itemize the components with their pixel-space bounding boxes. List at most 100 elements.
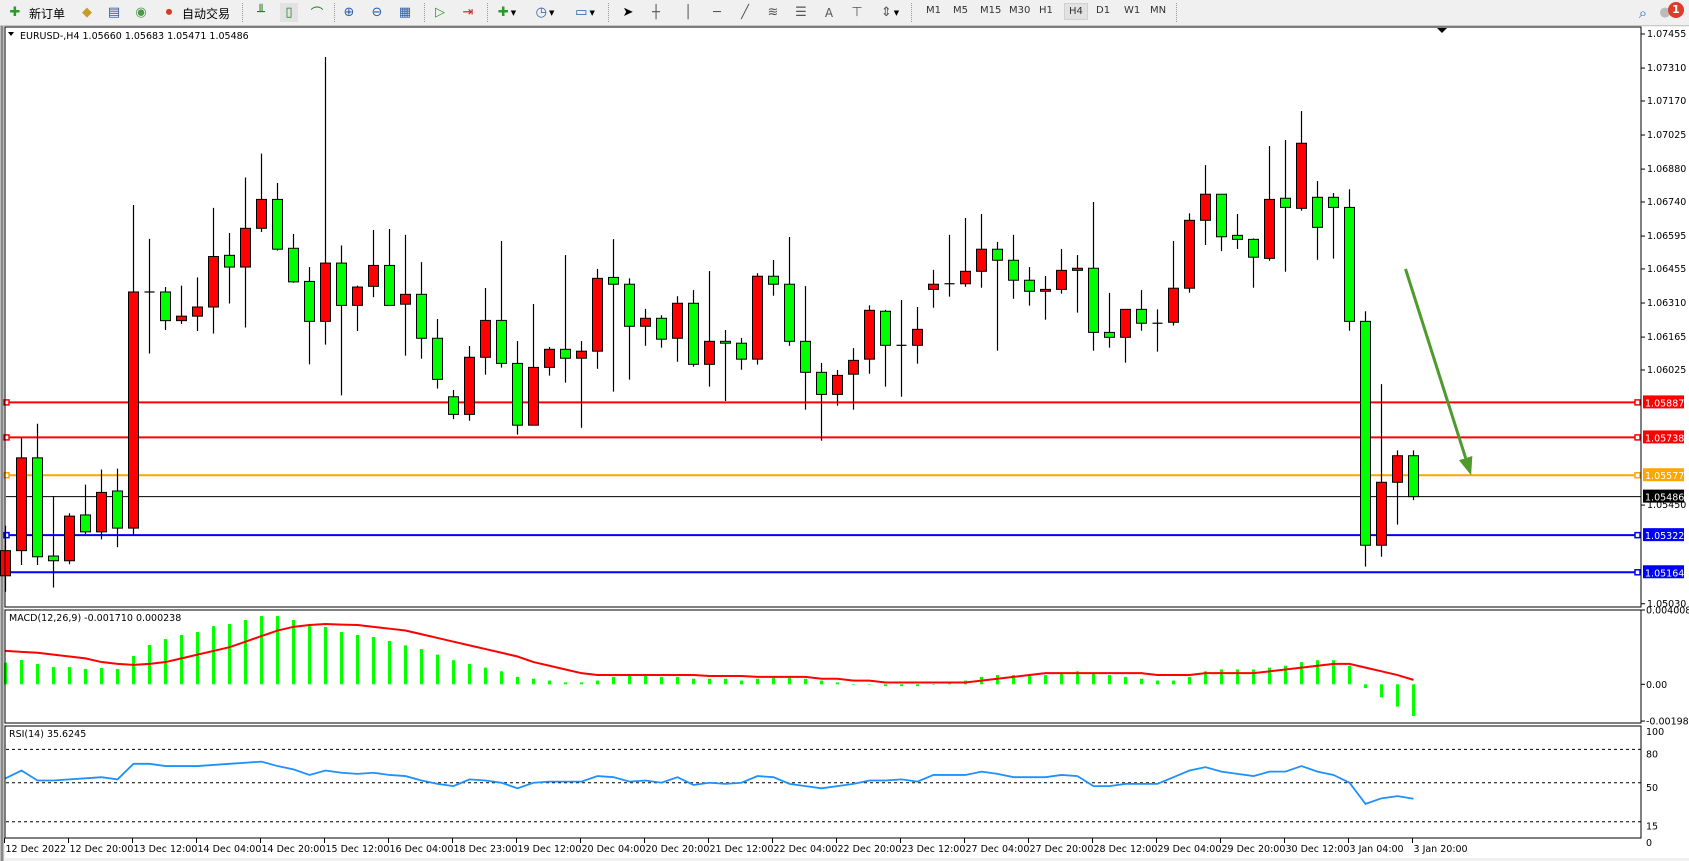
tile-windows-icon[interactable]: ▦ xyxy=(398,5,412,20)
macd-histogram-bar xyxy=(1412,684,1415,716)
line-handle[interactable] xyxy=(1634,434,1641,441)
fibonacci-icon[interactable]: ≋ xyxy=(767,5,779,20)
periods-icon[interactable]: ◷ ▼ xyxy=(535,5,555,20)
notifications-icon[interactable]: ● xyxy=(1659,5,1671,20)
macd-histogram-bar xyxy=(356,634,359,685)
arrows-icon[interactable]: ⇕ ▼ xyxy=(880,5,900,20)
price-tick-label: 1.06595 xyxy=(1647,231,1686,242)
macd-histogram-bar xyxy=(548,680,551,685)
candle-body xyxy=(224,254,235,268)
line-handle[interactable] xyxy=(3,399,10,406)
arrow-annotation[interactable] xyxy=(1404,268,1468,459)
signal-icon[interactable]: ◉ xyxy=(135,5,147,20)
toolbar-separator xyxy=(334,3,337,22)
candle-body xyxy=(560,348,571,359)
timeframe-m15[interactable]: M15 xyxy=(980,5,1002,16)
candle-body xyxy=(1184,219,1195,289)
horizontal-line-icon[interactable]: ─ xyxy=(713,5,721,20)
candle-body xyxy=(1136,308,1147,324)
timeframe-w1[interactable]: W1 xyxy=(1124,5,1141,16)
price-tag xyxy=(1643,565,1684,579)
price-tick-label: 1.07025 xyxy=(1647,130,1686,141)
market-watch-icon[interactable]: ▤ xyxy=(107,5,121,20)
dropdown-arrow-icon: ▼ xyxy=(548,8,555,17)
candle-body xyxy=(576,350,587,359)
line-handle[interactable] xyxy=(1634,531,1641,539)
macd-histogram-bar xyxy=(884,684,887,687)
timeframe-mn[interactable]: MN xyxy=(1150,5,1167,16)
timeframe-m30[interactable]: M30 xyxy=(1009,5,1031,16)
candle-body xyxy=(1008,259,1019,281)
zoom-in-icon[interactable]: ⊕ xyxy=(343,5,355,20)
text-label-icon[interactable]: ⊤ xyxy=(851,5,863,20)
line-handle[interactable] xyxy=(1634,569,1641,576)
auto-trading-icon[interactable]: ⏺ xyxy=(165,5,173,20)
timeframe-d1[interactable]: D1 xyxy=(1096,5,1111,16)
cursor-icon[interactable]: ➤ xyxy=(622,5,634,20)
header-dropdown-icon[interactable] xyxy=(8,32,14,36)
search-icon[interactable]: ⌕ xyxy=(1638,3,1648,22)
price-tag-label: 1.05887 xyxy=(1645,398,1684,409)
timeframe-m1[interactable]: M1 xyxy=(926,5,941,16)
rsi-tick-label: 0 xyxy=(1646,838,1652,849)
macd-histogram-bar xyxy=(1204,671,1207,685)
auto-trading-button[interactable]: 自动交易 xyxy=(182,7,231,21)
time-tick-label: 18 Dec 23:00 xyxy=(454,844,518,855)
history-icon[interactable]: ◆ xyxy=(82,5,92,20)
macd-histogram-bar xyxy=(468,663,471,685)
candle-body xyxy=(912,328,923,346)
macd-histogram-bar xyxy=(500,671,503,685)
price-tag xyxy=(1643,430,1684,444)
candle-body xyxy=(656,317,667,340)
candle-body xyxy=(208,255,219,308)
candle-body xyxy=(96,491,107,533)
bar-chart-icon[interactable]: ╨ xyxy=(257,5,265,20)
candle-body xyxy=(672,302,683,339)
line-handle[interactable] xyxy=(3,434,10,441)
crosshair-icon[interactable]: ┼ xyxy=(652,5,660,20)
auto-scroll-icon[interactable]: ▷ xyxy=(435,5,445,20)
line-handle[interactable] xyxy=(1634,471,1641,479)
macd-histogram-bar xyxy=(1300,662,1303,685)
time-tick-label: 29 Dec 04:00 xyxy=(1158,844,1222,855)
timeframe-h1[interactable]: H1 xyxy=(1039,5,1053,16)
macd-histogram-bar xyxy=(676,676,679,685)
candle-body xyxy=(1328,196,1339,208)
candle-body xyxy=(752,275,763,360)
candle-body xyxy=(1120,308,1131,338)
macd-histogram-bar xyxy=(20,660,23,685)
line-handle[interactable] xyxy=(1634,399,1641,406)
line-handle[interactable] xyxy=(3,471,10,479)
arrow-head-icon xyxy=(1458,455,1473,476)
vertical-line-icon[interactable]: │ xyxy=(684,5,692,20)
line-handle[interactable] xyxy=(3,531,10,539)
fibonacci-fan-icon[interactable]: ☰ xyxy=(795,5,807,20)
trendline-icon[interactable]: ╱ xyxy=(741,5,749,20)
chart-shift-icon[interactable]: ⇥ xyxy=(462,5,474,20)
time-tick-label: 20 Dec 20:00 xyxy=(646,844,710,855)
timeframe-h4[interactable]: H4 xyxy=(1064,3,1088,20)
timeframe-m5[interactable]: M5 xyxy=(953,5,968,16)
candle-body xyxy=(1072,267,1083,271)
candlestick-icon[interactable]: ▯ xyxy=(280,3,298,22)
line-chart-icon[interactable]: ⌒ xyxy=(310,7,324,22)
zoom-out-icon[interactable]: ⊖ xyxy=(371,5,383,20)
time-tick-label: 13 Dec 12:00 xyxy=(134,844,198,855)
new-order-icon[interactable]: ✚ xyxy=(9,5,21,20)
macd-histogram-bar xyxy=(1028,675,1031,685)
macd-histogram-bar xyxy=(596,680,599,685)
templates-icon[interactable]: ▭ ▼ xyxy=(575,5,595,20)
time-tick-label: 27 Dec 04:00 xyxy=(966,844,1030,855)
time-tick-label: 16 Dec 04:00 xyxy=(390,844,454,855)
toolbar-separator xyxy=(911,3,914,22)
dropdown-arrow-icon: ▼ xyxy=(893,8,900,17)
indicators-icon[interactable]: ✚ ▼ xyxy=(497,5,517,20)
dropdown-arrow-icon: ▼ xyxy=(510,8,517,17)
new-order-button[interactable]: 新订单 xyxy=(29,7,66,21)
rsi-tick-label: 50 xyxy=(1646,783,1658,794)
chart-shift-marker-icon[interactable] xyxy=(1437,28,1447,33)
notification-count-badge[interactable]: 1 xyxy=(1668,2,1684,18)
candle-body xyxy=(320,262,331,322)
text-icon[interactable]: A xyxy=(824,5,834,20)
